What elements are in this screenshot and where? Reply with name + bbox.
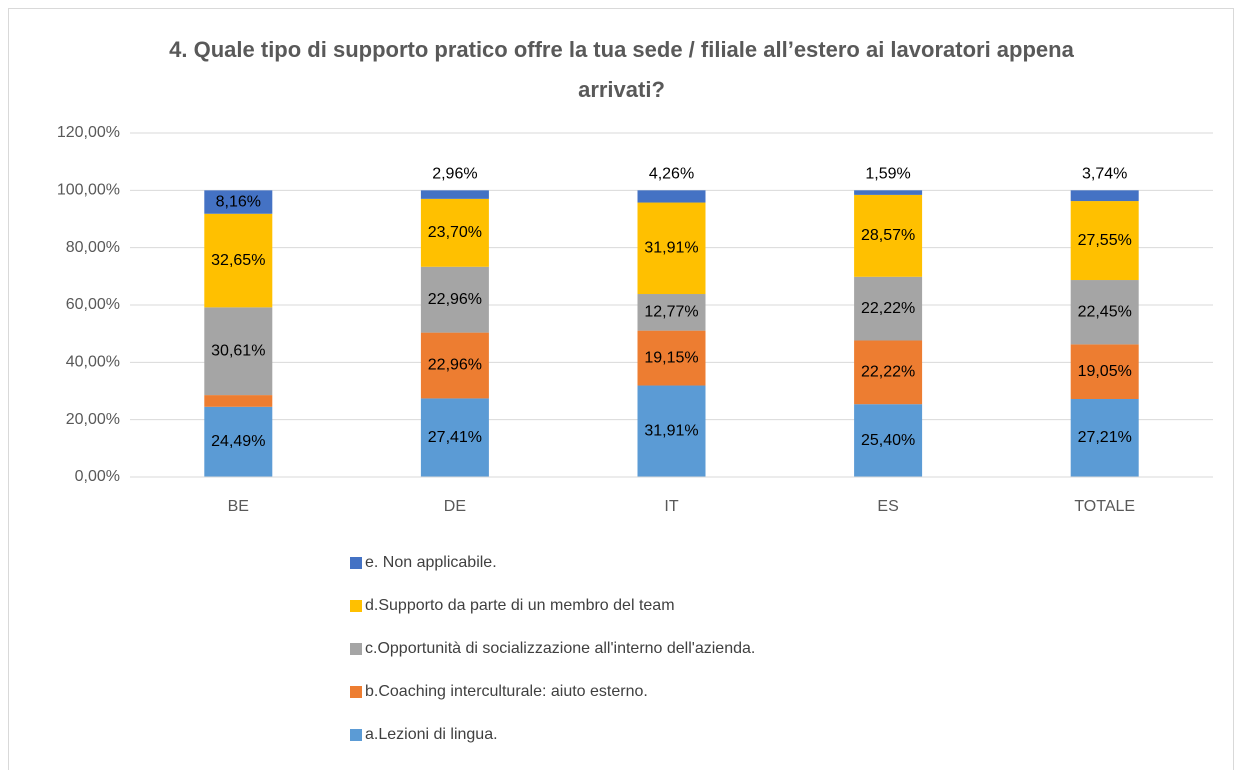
- chart-title: 4. Quale tipo di supporto pratico offre …: [169, 37, 1074, 102]
- bar-segment: [637, 330, 706, 386]
- x-tick-label: TOTALE: [1074, 498, 1135, 515]
- bar-segment: [204, 307, 273, 396]
- data-label: 4,26%: [649, 166, 694, 183]
- data-label: 22,96%: [428, 357, 482, 374]
- y-tick-label: 120,00%: [57, 124, 120, 141]
- bar-segment: [637, 294, 706, 331]
- data-label: 19,05%: [1078, 363, 1132, 380]
- data-label: 3,74%: [1082, 166, 1127, 183]
- legend-swatch: [350, 643, 362, 655]
- legend-label: e. Non applicabile.: [365, 554, 497, 571]
- x-tick-label: BE: [228, 498, 249, 515]
- legend-label: d.Supporto da parte di un membro del tea…: [365, 597, 675, 614]
- bar-segment: [204, 190, 273, 214]
- bar-segment: [1070, 344, 1139, 399]
- bar-segment: [637, 385, 706, 477]
- bar-segment: [637, 202, 706, 295]
- y-tick-label: 100,00%: [57, 182, 120, 199]
- bar-segment: [854, 190, 923, 195]
- bar-segment: [204, 406, 273, 477]
- legend-swatch: [350, 686, 362, 698]
- bar-segment: [1070, 201, 1139, 281]
- legend-swatch: [350, 729, 362, 741]
- data-label: 19,15%: [644, 349, 698, 366]
- x-tick-label: IT: [664, 498, 678, 515]
- y-tick-label: 80,00%: [66, 239, 120, 256]
- legend-label: a.Lezioni di lingua.: [365, 726, 498, 743]
- bar-segment: [854, 194, 923, 277]
- bar-segment: [1070, 398, 1139, 477]
- data-label: 27,55%: [1078, 232, 1132, 249]
- data-label: 31,91%: [644, 422, 698, 439]
- x-tick-label: ES: [877, 498, 898, 515]
- bar-segment: [204, 213, 273, 308]
- data-label: 30,61%: [211, 342, 265, 359]
- data-label: 8,16%: [216, 193, 261, 210]
- bar-segment: [854, 404, 923, 477]
- legend-swatch: [350, 600, 362, 612]
- data-label: 22,22%: [861, 364, 915, 381]
- data-label: 1,59%: [865, 166, 910, 183]
- legend-label: b.Coaching interculturale: aiuto esterno…: [365, 683, 648, 700]
- data-label: 25,40%: [861, 432, 915, 449]
- bar-segment: [204, 395, 273, 407]
- bar-segment: [420, 332, 489, 399]
- chart-border: [8, 8, 1234, 770]
- data-label: 22,22%: [861, 300, 915, 317]
- data-label: 27,21%: [1078, 429, 1132, 446]
- bar-segment: [420, 266, 489, 333]
- bar-segment: [854, 276, 923, 341]
- data-label: 12,77%: [644, 304, 698, 321]
- data-label: 28,57%: [861, 227, 915, 244]
- legend-swatch: [350, 557, 362, 569]
- data-label: 24,49%: [211, 433, 265, 450]
- data-label: 31,91%: [644, 240, 698, 257]
- data-label: 23,70%: [428, 224, 482, 241]
- data-label: 2,96%: [432, 166, 477, 183]
- bar-segment: [1070, 280, 1139, 345]
- bar-segment: [420, 190, 489, 199]
- x-tick-label: DE: [444, 498, 466, 515]
- y-tick-label: 60,00%: [66, 296, 120, 313]
- y-tick-label: 0,00%: [75, 468, 120, 485]
- y-tick-label: 40,00%: [66, 354, 120, 371]
- bar-segment: [420, 198, 489, 267]
- bar-segment: [637, 190, 706, 203]
- bar-segment: [1070, 190, 1139, 202]
- bar-segment: [854, 340, 923, 405]
- data-label: 27,41%: [428, 429, 482, 446]
- legend-label: c.Opportunità di socializzazione all'int…: [365, 640, 755, 657]
- y-tick-label: 20,00%: [66, 411, 120, 428]
- data-label: 22,96%: [428, 291, 482, 308]
- bar-segment: [420, 398, 489, 477]
- data-label: 22,45%: [1078, 303, 1132, 320]
- data-label: 32,65%: [211, 252, 265, 269]
